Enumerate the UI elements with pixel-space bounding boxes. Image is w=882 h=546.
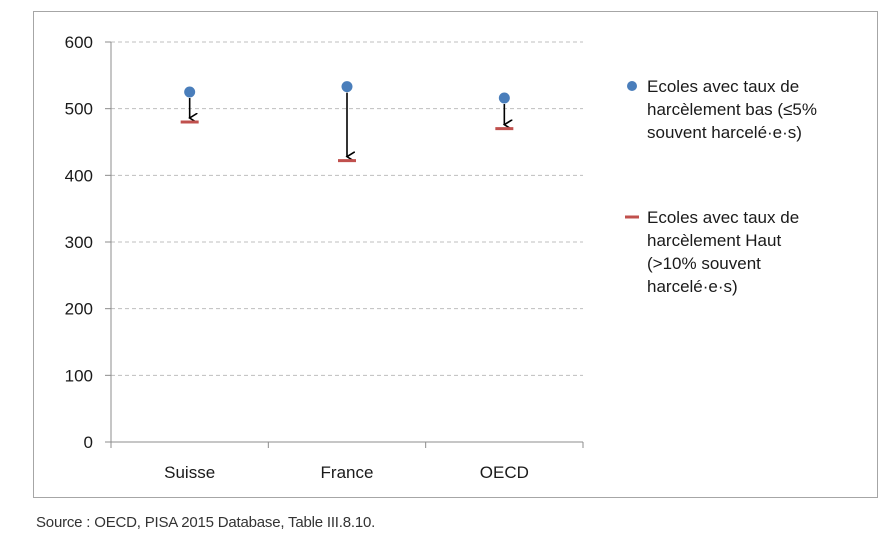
y-tick-label: 200 xyxy=(65,300,93,319)
low-bullying-point-france xyxy=(341,81,353,93)
legend-marker-low xyxy=(627,81,637,91)
axis-layer: 0 100 200 300 400 500 600 Suisse France OECD xyxy=(65,33,584,482)
low-bullying-point-oecd xyxy=(498,92,510,104)
legend-label-high: (>10% souvent xyxy=(647,254,761,273)
y-tick-label: 0 xyxy=(84,433,93,452)
mark-layer xyxy=(180,81,514,163)
y-tick-label: 600 xyxy=(65,33,93,52)
legend-label-low: harcèlement bas (≤5% xyxy=(647,100,817,119)
x-tick-label-oecd: OECD xyxy=(480,463,529,482)
chart-frame: 0 100 200 300 400 500 600 Suisse France OECD Ecol… xyxy=(33,11,878,498)
legend: Ecoles avec taux de harcèlement bas (≤5% s… xyxy=(625,77,817,296)
chart-svg: 0 100 200 300 400 500 600 Suisse France OECD Ecol… xyxy=(65,33,817,482)
x-tick-label-suisse: Suisse xyxy=(164,463,215,482)
legend-label-high: harcelé·e·s) xyxy=(647,277,738,296)
legend-label-high: Ecoles avec taux de xyxy=(647,208,799,227)
legend-label-low: souvent harcelé·e·s) xyxy=(647,123,802,142)
legend-label-high: harcèlement Haut xyxy=(647,231,781,250)
y-tick-label: 300 xyxy=(65,233,93,252)
source-note: Source : OECD, PISA 2015 Database, Table… xyxy=(36,514,376,531)
y-tick-label: 500 xyxy=(65,100,93,119)
x-tick-label-france: France xyxy=(321,463,374,482)
legend-label-low: Ecoles avec taux de xyxy=(647,77,799,96)
y-tick-label: 400 xyxy=(65,166,93,185)
y-tick-label: 100 xyxy=(65,366,93,385)
low-bullying-point-suisse xyxy=(184,86,196,98)
